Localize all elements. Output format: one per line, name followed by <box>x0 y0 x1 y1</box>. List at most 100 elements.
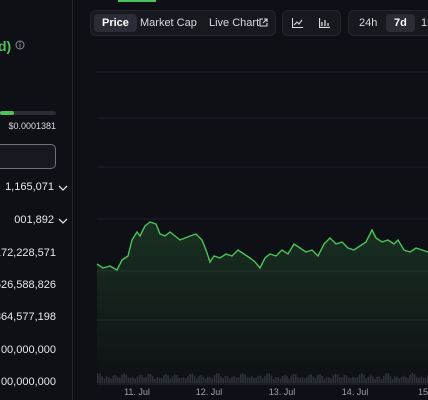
volume-bar <box>387 373 389 383</box>
volume-bar <box>240 374 242 383</box>
volume-bar <box>171 376 174 383</box>
chevron[interactable] <box>58 183 68 193</box>
volume-bar <box>374 378 376 383</box>
volume-bar <box>123 373 125 383</box>
volume-bar <box>257 375 260 383</box>
volume-bar <box>422 377 425 383</box>
volume-bar <box>251 376 253 383</box>
volume-bar <box>275 376 277 383</box>
volume-bar <box>169 378 172 383</box>
volume-bar <box>277 377 279 383</box>
volume-bar <box>273 378 275 383</box>
volume-bar <box>385 373 387 383</box>
volume-bar <box>303 378 306 383</box>
volume-bar <box>198 375 200 383</box>
volume-bar <box>339 377 341 383</box>
volume-bar <box>165 373 167 383</box>
volume-bar <box>132 376 134 383</box>
volume-bar <box>413 374 416 383</box>
volume-bar <box>235 377 238 383</box>
volume-bar <box>182 376 185 383</box>
volume-bar <box>174 374 176 383</box>
progress-fill <box>0 111 14 115</box>
tab-market-cap[interactable]: Market Cap <box>140 17 197 29</box>
volume-bar <box>361 373 363 383</box>
progress-track <box>0 111 56 115</box>
volume-bar <box>367 376 370 383</box>
volume-bar <box>301 376 304 383</box>
volume-bar <box>114 375 117 383</box>
price-label: $0.0001381 <box>8 121 56 131</box>
coin-heading: d) <box>0 38 12 54</box>
volume-bar <box>264 376 266 383</box>
tab-24h[interactable]: 24h <box>359 17 378 29</box>
volume-bar <box>405 376 407 383</box>
volume-bar <box>354 377 356 383</box>
volume-bar <box>112 375 114 383</box>
volume-bar <box>189 373 191 383</box>
volume-bar <box>345 375 348 383</box>
volume-bar <box>237 377 240 383</box>
volume-bar <box>97 373 99 383</box>
volume-bar <box>416 376 418 383</box>
volume-bar <box>352 376 354 383</box>
volume-bars <box>97 373 428 383</box>
volume-bar <box>323 378 326 383</box>
volume-bar <box>398 378 400 383</box>
volume-bar <box>145 376 147 383</box>
volume-bar <box>290 375 293 383</box>
volume-bar <box>233 376 235 383</box>
volume-bar <box>167 375 169 383</box>
stat-value: 172,228,571 <box>0 247 56 259</box>
tab-7d[interactable]: 7d <box>386 14 415 32</box>
volume-bar <box>389 375 392 383</box>
volume-bar <box>295 374 297 383</box>
chevron[interactable] <box>58 216 68 226</box>
line-chart-icon[interactable] <box>292 18 303 28</box>
tab-live-chart[interactable]: Live Chart <box>209 17 260 29</box>
x-tick-label: 11. Jul <box>124 387 150 397</box>
bar-chart-icon[interactable] <box>319 18 330 28</box>
volume-bar <box>231 376 233 383</box>
volume-bar <box>152 376 154 383</box>
volume-bar <box>317 374 319 383</box>
volume-bar <box>143 377 145 383</box>
volume-bar <box>156 377 158 383</box>
tab-price[interactable]: Price <box>94 14 137 32</box>
volume-bar <box>125 374 128 383</box>
volume-bar <box>259 375 262 383</box>
volume-bar <box>394 376 396 383</box>
view-tabs: Price Market Cap Live Chart <box>90 10 276 36</box>
volume-bar <box>253 377 255 383</box>
select-button[interactable] <box>0 144 56 169</box>
volume-bar <box>105 376 108 383</box>
volume-bar <box>185 378 187 383</box>
volume-bar <box>369 375 372 383</box>
volume-bar <box>176 375 178 383</box>
x-tick-label: 12. Jul <box>196 387 223 397</box>
volume-bar <box>378 376 381 383</box>
price-line <box>96 221 428 271</box>
volume-bar <box>127 377 130 383</box>
volume-bar <box>147 374 150 383</box>
stat-value: 1,165,071 <box>5 181 54 193</box>
volume-bar <box>358 374 361 383</box>
volume-bar <box>213 375 216 383</box>
volume-bar <box>158 377 161 383</box>
range-tabs: 24h 7d 1n <box>348 10 428 36</box>
volume-bar <box>402 375 405 383</box>
volume-bar <box>149 374 152 383</box>
volume-bar <box>204 378 207 383</box>
volume-bar <box>321 375 323 383</box>
volume-bar <box>103 378 106 383</box>
volume-bar <box>200 375 202 383</box>
volume-bar <box>266 373 268 383</box>
stat-value: 526,588,826 <box>0 279 56 291</box>
volume-bar <box>308 374 310 383</box>
volume-bar <box>336 374 339 383</box>
volume-bar <box>211 378 213 383</box>
volume-bar <box>138 374 141 383</box>
stat-value: 00,000,000 <box>0 376 56 388</box>
tab-1m[interactable]: 1n <box>421 17 428 29</box>
